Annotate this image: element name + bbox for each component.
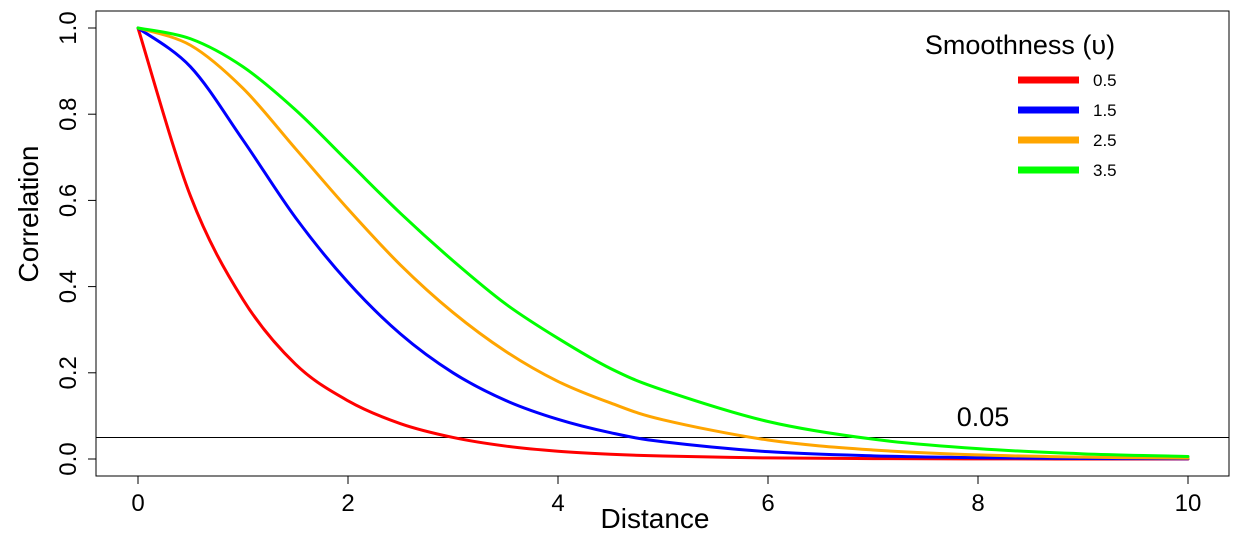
series-group — [136, 26, 1190, 461]
series-line-2-5 — [136, 26, 1190, 460]
x-tick-label: 6 — [761, 490, 774, 517]
y-axis: 0.0 0.2 0.4 0.6 0.8 1.0 — [55, 11, 96, 476]
x-tick-label: 4 — [551, 490, 564, 517]
x-tick-label: 0 — [131, 490, 144, 517]
plot-frame — [95, 10, 1230, 477]
x-tick-label: 8 — [971, 490, 984, 517]
x-tick-label: 10 — [1175, 490, 1202, 517]
legend-label: 0.5 — [1093, 71, 1117, 90]
legend: 0.5 1.5 2.5 3.5 — [1018, 71, 1117, 180]
y-tick-label: 0.2 — [55, 356, 82, 389]
y-tick-label: 0.6 — [55, 184, 82, 217]
legend-label: 1.5 — [1093, 101, 1117, 120]
series-line-0-5 — [136, 26, 1190, 461]
x-axis: 0 2 4 6 8 10 — [131, 476, 1201, 517]
y-tick-label: 0.8 — [55, 98, 82, 131]
reference-line-label: 0.05 — [957, 402, 1010, 432]
y-tick-label: 1.0 — [55, 11, 82, 44]
x-tick-label: 2 — [341, 490, 354, 517]
y-tick-label: 0.4 — [55, 270, 82, 303]
legend-label: 3.5 — [1093, 161, 1117, 180]
series-line-1-5 — [136, 26, 1190, 461]
y-tick-label: 0.0 — [55, 442, 82, 475]
legend-title: Smoothness (υ) — [925, 30, 1115, 60]
x-axis-title: Distance — [601, 503, 710, 534]
y-axis-title: Correlation — [13, 146, 44, 283]
plot-border — [95, 10, 1230, 477]
series-line-3-5 — [136, 26, 1190, 458]
legend-label: 2.5 — [1093, 131, 1117, 150]
